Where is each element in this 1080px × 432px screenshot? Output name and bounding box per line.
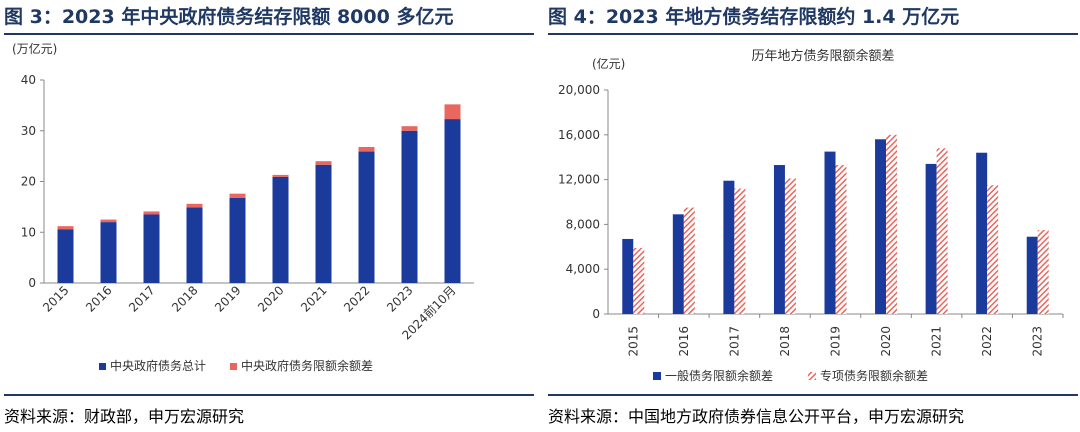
bar-total-2018 (186, 207, 203, 283)
figure-4-top-rule (548, 33, 1078, 35)
bar-special-2019 (835, 165, 847, 314)
figure-3-panel: 图 3：2023 年中央政府债务结存限额 8000 多亿元 (万亿元) 0 10 20… (4, 0, 536, 432)
bar-general-2022 (976, 152, 988, 314)
legend-label-1: 专项债务限额余额差 (820, 368, 928, 383)
x-tick-label: 2018 (169, 283, 200, 314)
bar-total-2016 (100, 222, 117, 283)
bar-general-2016 (672, 214, 684, 314)
figure-4-bottom-rule (548, 394, 1078, 396)
bar-special-2020 (886, 134, 898, 314)
figure-3-source: 资料来源：财政部，申万宏源研究 (4, 407, 245, 426)
bar-gap-2016 (100, 219, 117, 223)
bar-general-2023 (1026, 236, 1038, 314)
x-tick-label: 2017 (727, 326, 741, 357)
y-tick-label: 30 (21, 124, 36, 138)
x-tick-label: 2019 (212, 283, 243, 314)
legend-swatch-0 (653, 372, 661, 380)
bar-general-2017 (723, 180, 735, 314)
bar-special-2021 (936, 148, 948, 314)
bar-total-2022 (358, 151, 375, 283)
bar-general-2015 (622, 238, 634, 314)
x-tick-label: 2019 (829, 326, 843, 357)
figure-3-chart: (万亿元) 0 10 20 30 40 2015 2016 2017 2018 2019 2020 20… (12, 41, 474, 373)
bar-special-2015 (633, 247, 645, 314)
figure-3-top-rule (4, 33, 534, 35)
bar-gap-2021 (315, 161, 332, 165)
bar-gap-2024前10月 (444, 104, 461, 120)
bar-general-2020 (875, 139, 887, 314)
legend-label-0: 一般债务限额余额差 (665, 368, 773, 383)
bar-general-2021 (925, 163, 937, 314)
bar-gap-2017 (143, 211, 160, 215)
bar-total-2023 (401, 130, 418, 283)
y-tick-label: 20,000 (558, 83, 600, 97)
x-tick-label: 2015 (626, 326, 640, 357)
y-tick-label: 10 (21, 225, 36, 239)
y-tick-label: 0 (592, 307, 600, 321)
figure-4-source: 资料来源：中国地方政府债券信息公开平台，申万宏源研究 (548, 407, 965, 426)
bar-total-2024前10月 (444, 119, 461, 283)
x-tick-label: 2023 (384, 283, 415, 314)
legend-label-0: 中央政府债务总计 (110, 358, 206, 373)
bar-gap-2022 (358, 146, 375, 152)
y-unit-label: (万亿元) (12, 41, 57, 56)
legend-swatch-0 (99, 363, 106, 370)
legend-swatch-1 (230, 363, 237, 370)
y-tick-label: 0 (28, 276, 36, 290)
x-tick-label: 2022 (980, 326, 994, 357)
y-tick-label: 40 (21, 73, 36, 87)
y-tick-label: 8,000 (566, 217, 600, 231)
bar-total-2015 (57, 229, 74, 283)
bar-total-2020 (272, 176, 289, 283)
bar-gap-2023 (401, 126, 418, 131)
x-tick-label: 2023 (1031, 326, 1045, 357)
bar-gap-2019 (229, 193, 246, 198)
x-tick-label: 2017 (126, 283, 157, 314)
bar-total-2019 (229, 197, 246, 283)
x-tick-label: 2020 (879, 326, 893, 357)
bar-total-2017 (143, 214, 160, 283)
x-tick-label: 2016 (83, 283, 114, 314)
bar-special-2022 (987, 185, 999, 314)
bar-gap-2020 (272, 174, 289, 177)
legend-label-1: 中央政府债务限额余额差 (241, 358, 373, 373)
x-tick-label: 2016 (677, 326, 691, 357)
figure-4-title: 图 4：2023 年地方债务结存限额约 1.4 万亿元 (548, 6, 960, 28)
figure-4-panel: 图 4：2023 年地方债务结存限额约 1.4 万亿元 历年地方债务限额余额差 (… (548, 0, 1080, 432)
x-tick-label: 2022 (341, 283, 372, 314)
y-tick-label: 16,000 (558, 128, 600, 142)
x-tick-label: 2020 (255, 283, 286, 314)
y-tick-label: 12,000 (558, 173, 600, 187)
x-tick-label: 2021 (298, 283, 329, 314)
bar-gap-2015 (57, 226, 74, 230)
bar-general-2018 (773, 165, 785, 314)
chart-title: 历年地方债务限额余额差 (751, 48, 894, 64)
figure-4-chart: 历年地方债务限额余额差 (亿元) 0 4,000 8,000 12,000 16,000 20… (558, 48, 1064, 383)
bar-special-2023 (1037, 230, 1049, 314)
y-unit-label: (亿元) (592, 56, 625, 71)
bar-general-2019 (824, 151, 836, 314)
x-tick-label: 2018 (778, 326, 792, 357)
x-tick-label: 2015 (40, 283, 71, 314)
x-tick-label: 2021 (930, 326, 944, 357)
y-tick-label: 20 (21, 175, 36, 189)
bar-gap-2018 (186, 203, 203, 208)
bar-total-2021 (315, 164, 332, 283)
y-tick-label: 4,000 (566, 262, 600, 276)
bar-special-2016 (683, 207, 695, 314)
legend-swatch-1 (808, 372, 816, 380)
bar-special-2018 (784, 178, 796, 314)
figure-3-bottom-rule (4, 394, 534, 396)
bar-special-2017 (734, 188, 746, 314)
figure-3-title: 图 3：2023 年中央政府债务结存限额 8000 多亿元 (4, 6, 454, 28)
